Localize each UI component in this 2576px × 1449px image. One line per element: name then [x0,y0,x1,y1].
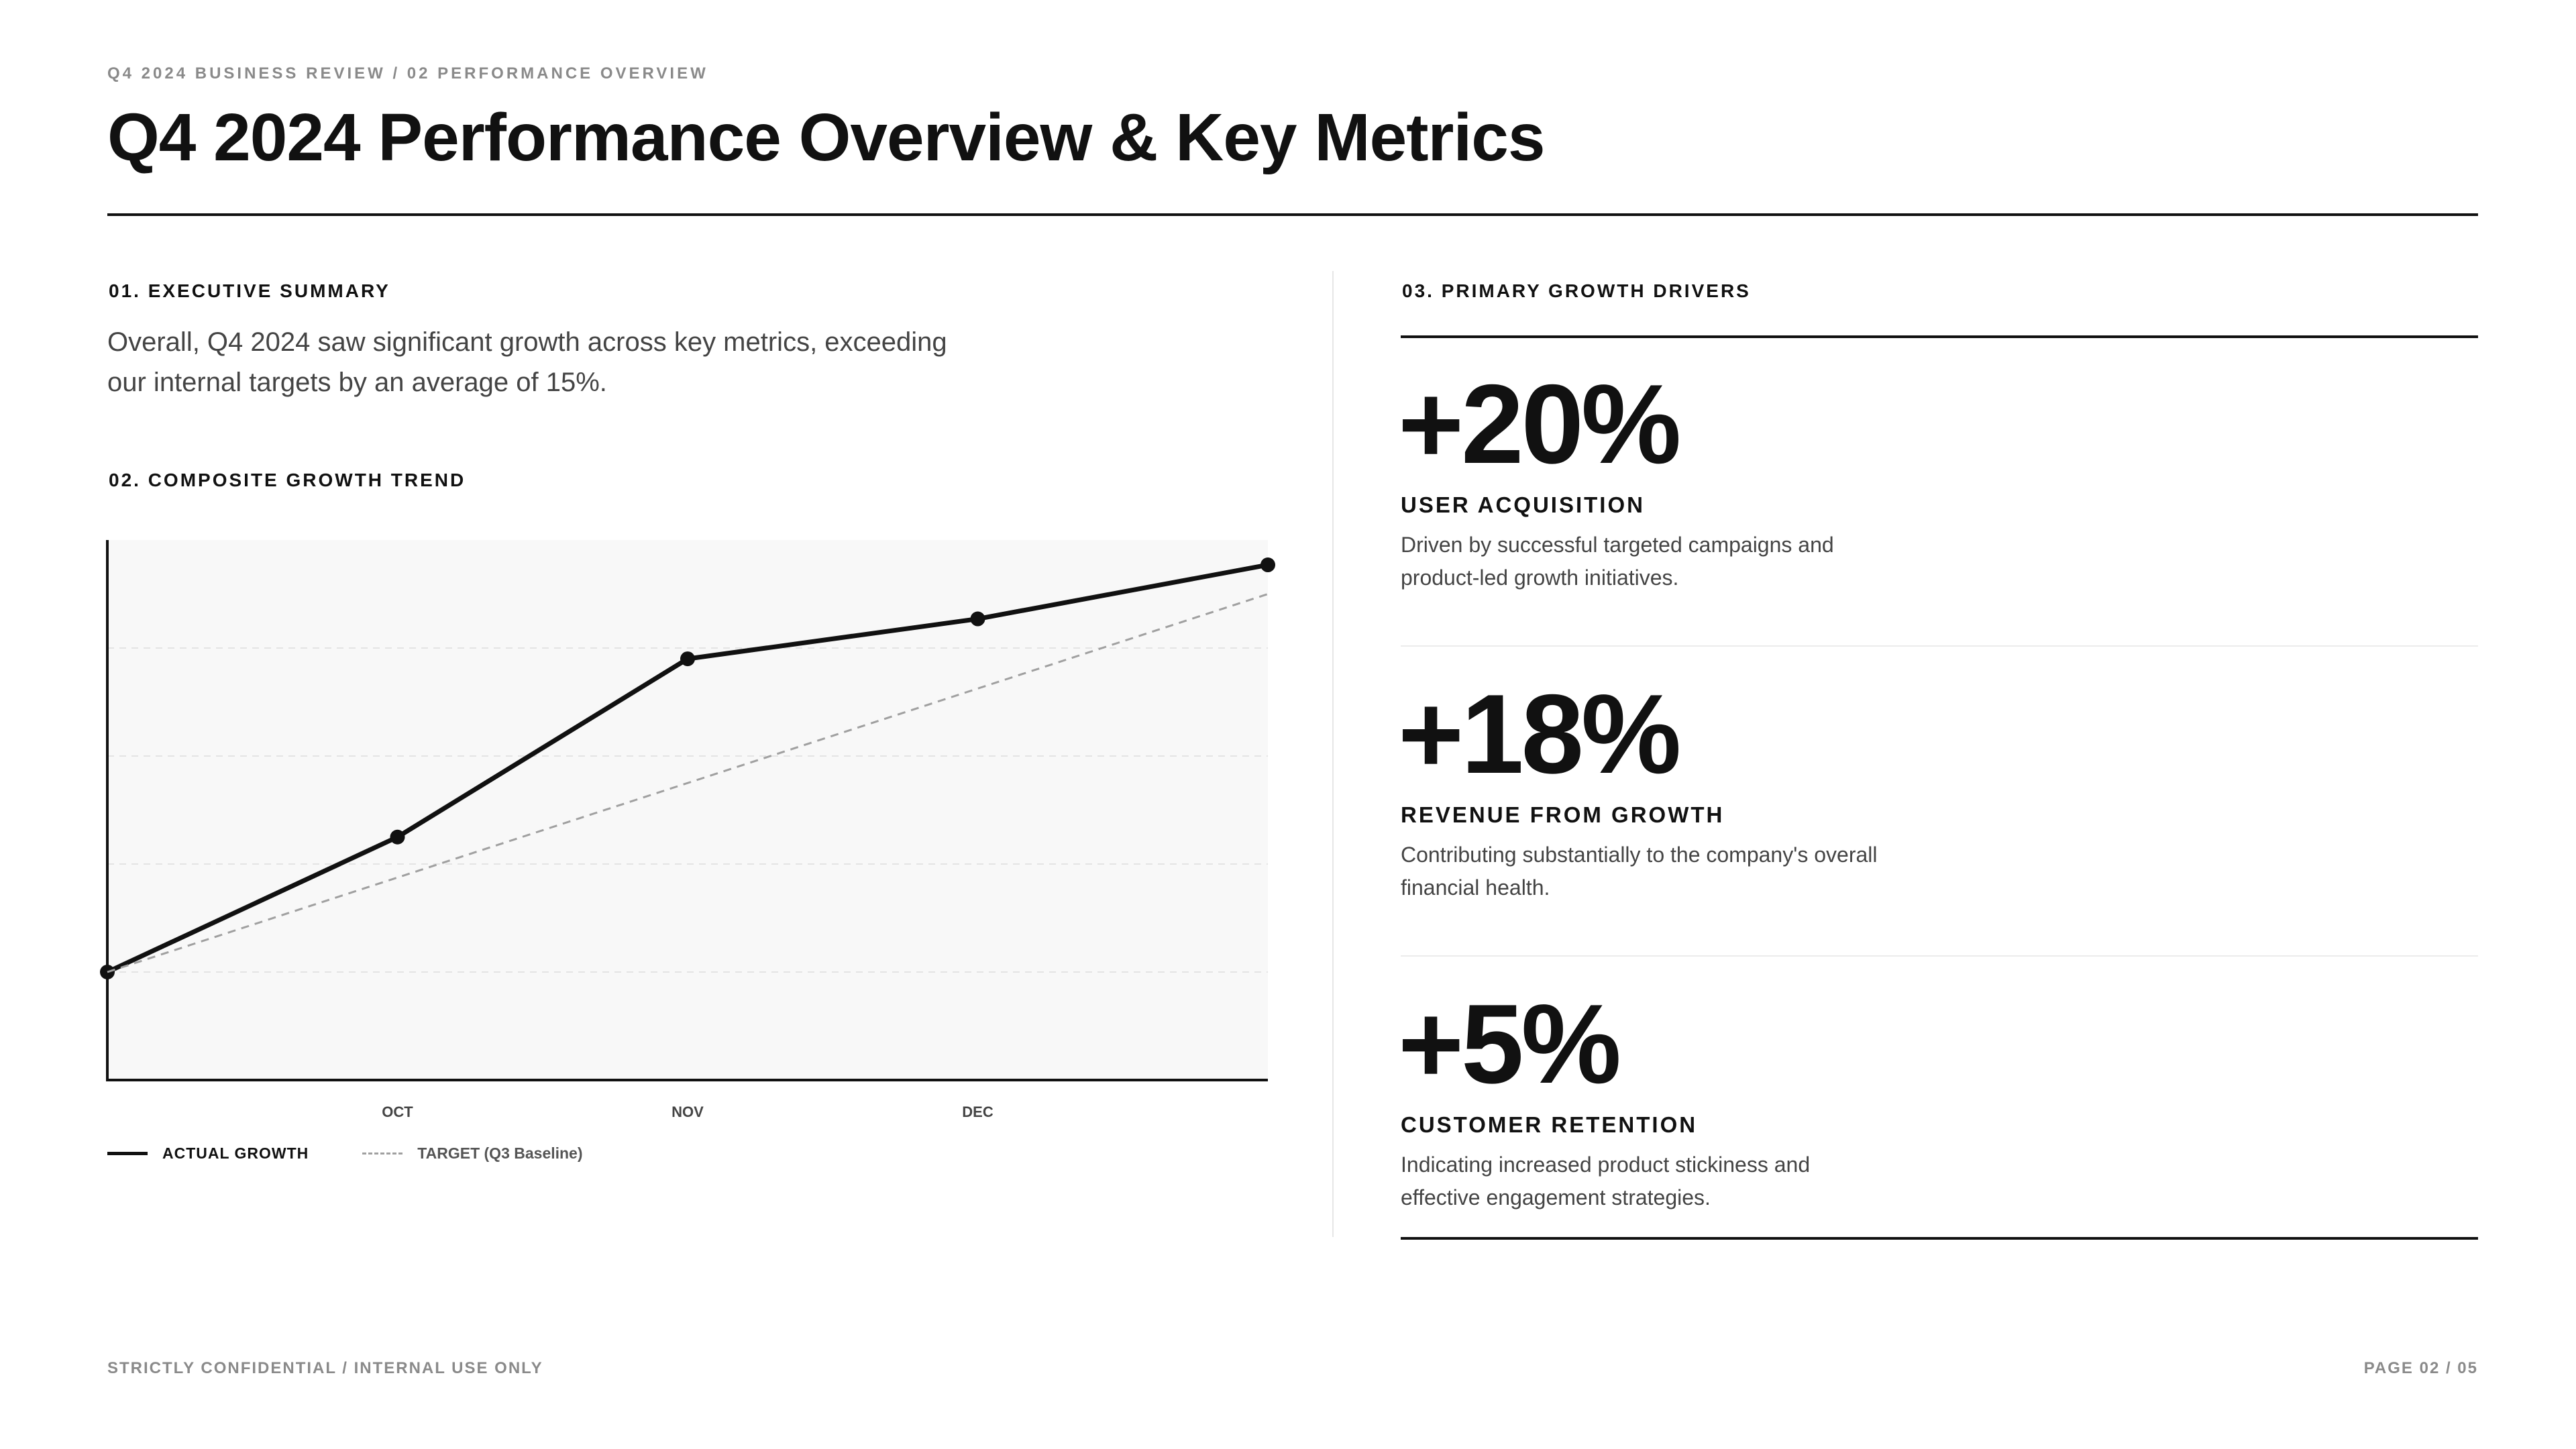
x-tick-label: OCT [382,1104,413,1120]
growth-trend-label: 02. COMPOSITE GROWTH TREND [109,470,466,490]
legend-actual-swatch [107,1152,148,1155]
data-point [680,651,695,667]
title-divider [107,213,2478,216]
metric-title-user-acquisition: USER ACQUISITION [1401,492,1645,517]
x-tick-label: DEC [962,1104,994,1120]
data-point [1260,557,1275,573]
drivers-top-rule [1401,335,2478,338]
data-point [970,611,985,627]
metric-value-retention: +5% [1398,981,1621,1107]
metric-desc-retention: Indicating increased product stickiness … [1401,1152,1811,1210]
legend-actual-label: ACTUAL GROWTH [162,1144,309,1162]
executive-summary-label: 01. EXECUTIVE SUMMARY [109,280,390,301]
plot-area [107,540,1268,1080]
metric-value-revenue: +18% [1398,671,1681,797]
confidential-note: STRICTLY CONFIDENTIAL / INTERNAL USE ONL… [107,1359,543,1377]
metric-desc-revenue: Contributing substantially to the compan… [1401,843,1878,900]
metric-title-retention: CUSTOMER RETENTION [1401,1112,1698,1137]
data-point [390,829,405,845]
legend-target-label: TARGET (Q3 Baseline) [417,1144,583,1162]
page-number: PAGE 02 / 05 [2363,1359,2478,1377]
legend-target-swatch [362,1152,403,1155]
metric-desc-user-acquisition: Driven by successful targeted campaigns … [1401,533,1834,590]
metric-value-user-acquisition: +20% [1398,361,1681,487]
driver-separator [1401,645,2478,647]
x-tick-label: NOV [672,1104,704,1120]
column-divider [1332,271,1334,1237]
breadcrumb: Q4 2024 BUSINESS REVIEW / 02 PERFORMANCE… [107,64,708,83]
series-target-line [107,593,1269,973]
driver-separator [1401,955,2478,957]
metric-title-revenue: REVENUE FROM GROWTH [1401,802,1725,827]
executive-summary-text: Overall, Q4 2024 saw significant growth … [107,327,947,397]
growth-drivers-label: 03. PRIMARY GROWTH DRIVERS [1402,280,1751,301]
page-title: Q4 2024 Performance Overview & Key Metri… [107,100,1545,175]
drivers-bottom-rule [1401,1237,2478,1240]
chart-legend: ACTUAL GROWTH TARGET (Q3 Baseline) [107,1144,583,1163]
